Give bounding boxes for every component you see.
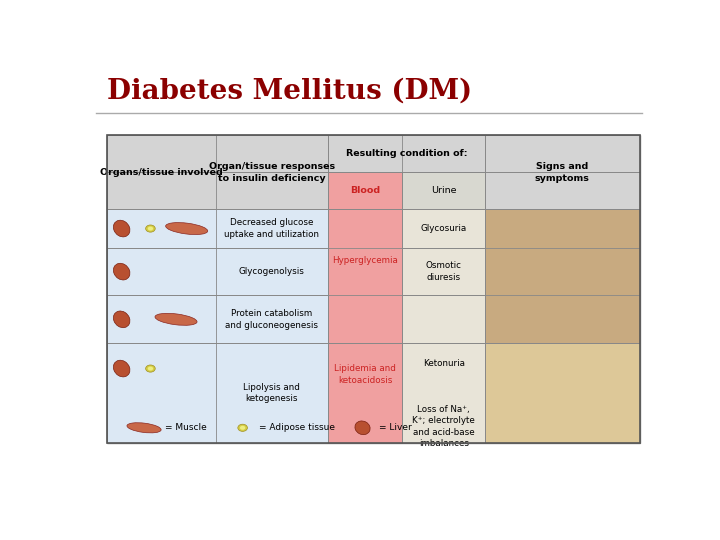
Bar [107,210,328,248]
Circle shape [145,225,156,232]
Text: Decreased glucose
uptake and utilization: Decreased glucose uptake and utilization [225,218,320,239]
Bar [107,248,328,295]
Bar [402,172,485,210]
Circle shape [145,365,156,372]
Bar [107,343,328,443]
Bar [328,172,402,210]
Bar [485,210,639,343]
Text: Glycogenolysis: Glycogenolysis [239,267,305,276]
Text: Urine: Urine [431,186,456,195]
Bar [328,210,402,343]
Bar [485,172,639,210]
Text: Ketonuria: Ketonuria [423,359,465,368]
Text: Organs/tissue involved: Organs/tissue involved [100,168,222,177]
Bar [328,343,402,443]
Text: = Adipose tissue: = Adipose tissue [258,423,335,433]
Circle shape [240,426,246,430]
Bar [402,248,485,295]
Circle shape [148,367,153,370]
Text: Lipolysis and
ketogenesis: Lipolysis and ketogenesis [243,383,300,403]
Ellipse shape [355,421,370,435]
Ellipse shape [113,360,130,377]
Bar [107,136,639,443]
Bar [402,343,485,443]
Circle shape [238,424,248,431]
Ellipse shape [113,264,130,280]
Bar [485,343,639,443]
Text: Diabetes Mellitus (DM): Diabetes Mellitus (DM) [107,77,472,104]
Text: Signs and
symptoms: Signs and symptoms [535,162,590,183]
Ellipse shape [127,423,161,433]
Ellipse shape [113,220,130,237]
Ellipse shape [113,311,130,328]
Bar [107,295,328,343]
Ellipse shape [155,313,197,325]
Text: Blood: Blood [350,186,380,195]
Text: = Muscle: = Muscle [166,423,207,433]
Text: Organ/tissue responses
to insulin deficiency: Organ/tissue responses to insulin defici… [209,162,335,183]
Text: Resulting condition of:: Resulting condition of: [346,150,467,158]
Bar [402,210,485,248]
Ellipse shape [166,222,207,234]
Text: Lipidemia and
ketoacidosis: Lipidemia and ketoacidosis [334,364,396,385]
Text: = Liver: = Liver [379,423,411,433]
Bar [107,136,639,443]
Bar [402,295,485,343]
Text: Osmotic
diuresis: Osmotic diuresis [426,261,462,282]
Bar [107,136,328,172]
Text: Hyperglycemia: Hyperglycemia [332,256,398,265]
Bar [328,136,485,172]
Text: Glycosuria: Glycosuria [420,224,467,233]
Text: Loss of Na⁺,
K⁺; electrolyte
and acid-base
imbalances: Loss of Na⁺, K⁺; electrolyte and acid-ba… [413,404,475,448]
Bar [485,136,639,172]
Bar [107,172,328,210]
Circle shape [148,227,153,231]
Text: Protein catabolism
and gluconeogenesis: Protein catabolism and gluconeogenesis [225,309,318,329]
